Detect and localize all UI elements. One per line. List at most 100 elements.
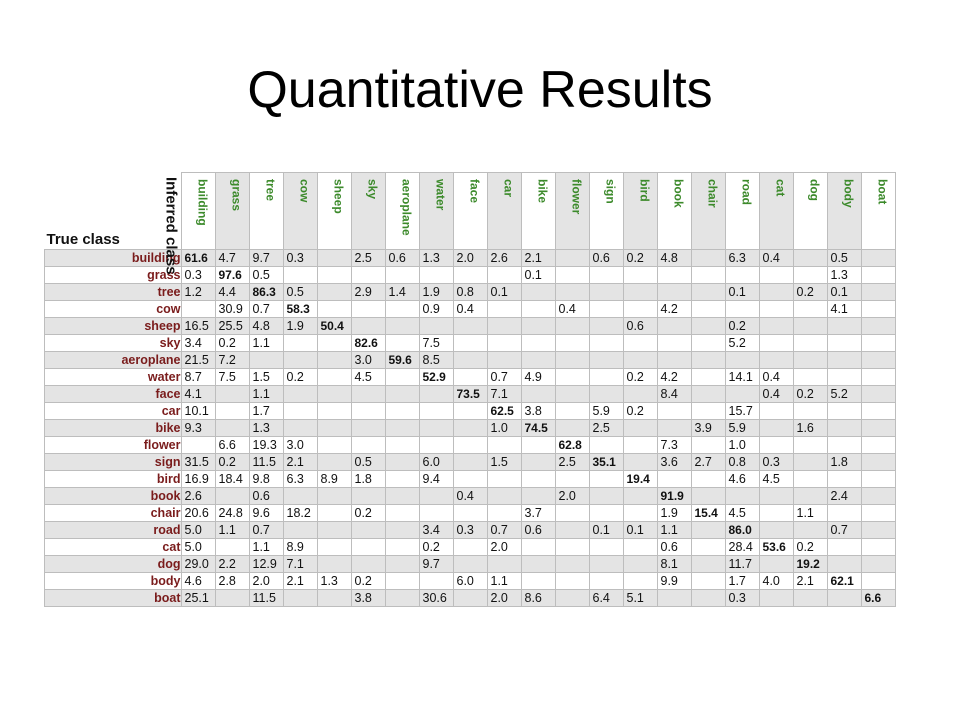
table-cell xyxy=(792,589,828,607)
table-cell: 8.7 xyxy=(180,368,216,386)
table-cell: 1.1 xyxy=(248,334,284,352)
table-cell xyxy=(622,538,658,556)
table-cell xyxy=(282,351,318,369)
row-header-bike: bike xyxy=(44,419,182,437)
table-cell xyxy=(656,470,692,488)
table-cell xyxy=(554,249,590,267)
table-cell xyxy=(316,504,352,522)
table-cell xyxy=(588,300,624,318)
table-cell xyxy=(418,572,454,590)
table-cell xyxy=(588,470,624,488)
table-cell: 3.0 xyxy=(282,436,318,454)
row-header-face: face xyxy=(44,385,182,403)
table-cell xyxy=(452,351,488,369)
table-cell: 2.1 xyxy=(792,572,828,590)
table-cell: 9.8 xyxy=(248,470,284,488)
table-cell: 2.1 xyxy=(282,453,318,471)
table-cell: 2.6 xyxy=(486,249,522,267)
column-header-flower: flower xyxy=(554,172,590,250)
table-cell xyxy=(690,385,726,403)
row-header-chair: chair xyxy=(44,504,182,522)
table-cell xyxy=(860,368,896,386)
diagonal-cell: 15.4 xyxy=(690,504,726,522)
table-cell: 5.0 xyxy=(180,538,216,556)
table-cell xyxy=(520,436,556,454)
table-cell xyxy=(452,555,488,573)
column-header-label: bird xyxy=(637,179,652,202)
table-cell xyxy=(860,521,896,539)
table-cell xyxy=(452,402,488,420)
diagonal-cell: 97.6 xyxy=(214,266,250,284)
table-cell xyxy=(554,419,590,437)
table-cell xyxy=(656,317,692,335)
table-cell xyxy=(792,470,828,488)
table-cell: 19.3 xyxy=(248,436,284,454)
table-row: sky 3.4 0.2 1.1 82.6 7.5 5.2 xyxy=(44,334,896,352)
table-cell xyxy=(384,555,420,573)
table-cell xyxy=(792,317,828,335)
table-cell: 8.1 xyxy=(656,555,692,573)
diagonal-cell: 58.3 xyxy=(282,300,318,318)
row-header-body: body xyxy=(44,572,182,590)
table-row: body 4.6 2.8 2.0 2.1 1.3 0.2 6.0 1.1 9.9 1.7 4.0 2.1… xyxy=(44,572,896,590)
table-cell xyxy=(792,334,828,352)
table-cell xyxy=(282,385,318,403)
column-header-label: dog xyxy=(807,179,822,201)
table-cell: 1.5 xyxy=(486,453,522,471)
table-cell xyxy=(282,419,318,437)
table-cell: 2.1 xyxy=(282,572,318,590)
table-cell xyxy=(316,334,352,352)
table-cell xyxy=(758,521,794,539)
table-cell: 2.5 xyxy=(350,249,386,267)
column-header-book: book xyxy=(656,172,692,250)
column-header-car: car xyxy=(486,172,522,250)
table-cell xyxy=(282,402,318,420)
confusion-matrix-table: Inferred class True class building grass t… xyxy=(44,172,896,607)
table-cell xyxy=(622,487,658,505)
table-cell xyxy=(554,555,590,573)
table-cell: 5.2 xyxy=(826,385,862,403)
column-header-label: book xyxy=(671,179,686,208)
table-cell: 30.9 xyxy=(214,300,250,318)
table-cell xyxy=(656,334,692,352)
table-cell: 1.6 xyxy=(792,419,828,437)
table-cell: 4.1 xyxy=(826,300,862,318)
row-header-cat: cat xyxy=(44,538,182,556)
inferred-class-label: Inferred class xyxy=(162,176,180,275)
confusion-matrix: Inferred class True class building grass t… xyxy=(44,172,896,607)
table-cell: 4.5 xyxy=(724,504,760,522)
table-cell: 25.5 xyxy=(214,317,250,335)
table-cell: 11.5 xyxy=(248,453,284,471)
table-cell xyxy=(792,368,828,386)
table-cell xyxy=(792,402,828,420)
table-cell: 2.0 xyxy=(486,538,522,556)
column-header-grass: grass xyxy=(214,172,250,250)
table-cell xyxy=(316,555,352,573)
table-cell: 4.8 xyxy=(248,317,284,335)
table-cell xyxy=(792,351,828,369)
table-row: cow 30.9 0.7 58.3 0.9 0.4 0.4 4.2 4.1 xyxy=(44,300,896,318)
table-cell xyxy=(350,538,386,556)
table-cell xyxy=(418,402,454,420)
table-cell: 1.3 xyxy=(826,266,862,284)
table-cell xyxy=(792,266,828,284)
table-cell xyxy=(588,487,624,505)
table-cell xyxy=(418,504,454,522)
table-cell xyxy=(316,351,352,369)
table-cell xyxy=(656,351,692,369)
table-cell: 2.4 xyxy=(826,487,862,505)
column-header-bird: bird xyxy=(622,172,658,250)
table-cell: 7.5 xyxy=(214,368,250,386)
table-cell xyxy=(520,283,556,301)
table-cell: 2.5 xyxy=(588,419,624,437)
table-cell: 0.2 xyxy=(282,368,318,386)
table-cell: 4.0 xyxy=(758,572,794,590)
table-cell xyxy=(452,436,488,454)
table-cell xyxy=(554,351,590,369)
table-cell: 0.1 xyxy=(622,521,658,539)
table-cell xyxy=(316,283,352,301)
table-cell: 0.4 xyxy=(758,249,794,267)
table-cell xyxy=(826,436,862,454)
table-cell: 0.4 xyxy=(554,300,590,318)
table-cell xyxy=(622,334,658,352)
